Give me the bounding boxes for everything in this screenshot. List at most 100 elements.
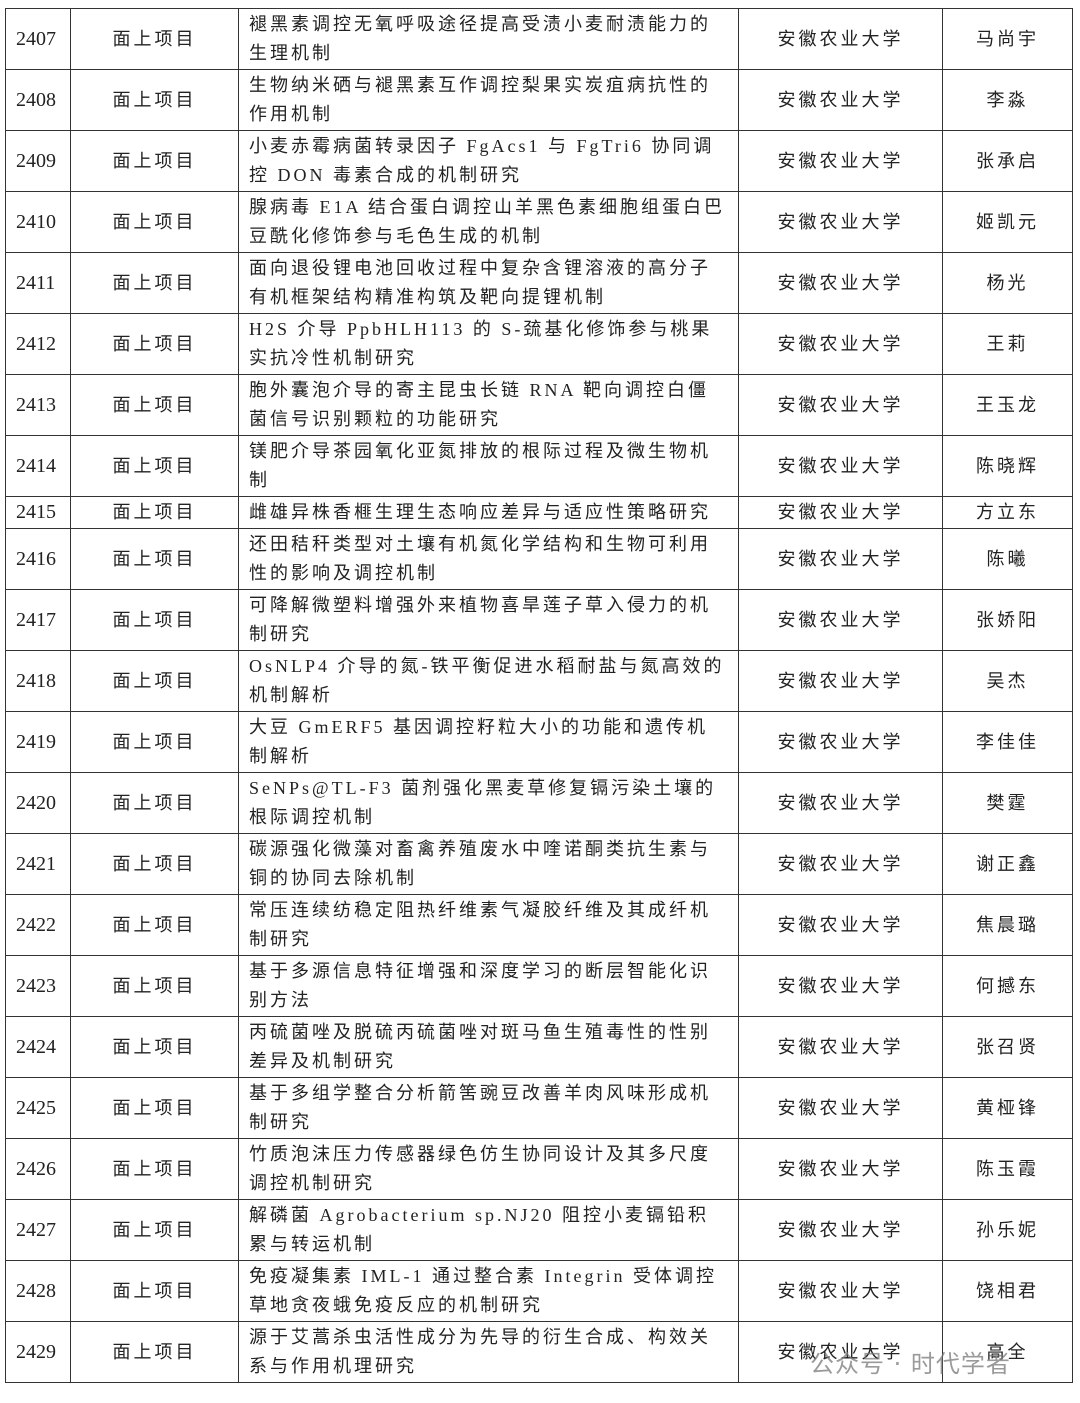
- university: 安徽农业大学: [738, 130, 943, 192]
- project-id: 2411: [5, 252, 71, 314]
- table-row: 2416 面上项目 还田秸秆类型对土壤有机氮化学结构和生物可利用性的影响及调控机制安…: [5, 528, 1073, 590]
- project-type: 面上项目: [70, 772, 239, 834]
- investigator: 李淼: [942, 69, 1073, 131]
- university: 安徽农业大学: [738, 772, 943, 834]
- project-title: 大豆 GmERF5 基因调控籽粒大小的功能和遗传机制解析: [238, 711, 739, 773]
- table-row: 2410 面上项目 腺病毒 E1A 结合蛋白调控山羊黑色素细胞组蛋白巴豆酰化修饰参与…: [5, 191, 1073, 253]
- project-id: 2410: [5, 191, 71, 253]
- project-type: 面上项目: [70, 313, 239, 375]
- investigator: 焦晨璐: [942, 894, 1073, 956]
- table-row: 2422 面上项目 常压连续纺稳定阻热纤维素气凝胶纤维及其成纤机制研究 安徽农业大学焦…: [5, 894, 1073, 956]
- project-title: 解磷菌 Agrobacterium sp.NJ20 阻控小麦镉铅积累与转运机制: [238, 1199, 739, 1261]
- project-title: OsNLP4 介导的氮-铁平衡促进水稻耐盐与氮高效的机制解析: [238, 650, 739, 712]
- project-type: 面上项目: [70, 528, 239, 590]
- project-type: 面上项目: [70, 894, 239, 956]
- project-id: 2417: [5, 589, 71, 651]
- table-row: 2411 面上项目 面向退役锂电池回收过程中复杂含锂溶液的高分子有机框架结构精准构筑…: [5, 252, 1073, 314]
- project-type: 面上项目: [70, 955, 239, 1017]
- project-title: 竹质泡沫压力传感器绿色仿生协同设计及其多尺度调控机制研究: [238, 1138, 739, 1200]
- table-row: 2414 面上项目 镁肥介导茶园氧化亚氮排放的根际过程及微生物机制 安徽农业大学 陈晓辉: [5, 435, 1073, 497]
- project-title: 碳源强化微藻对畜禽养殖废水中喹诺酮类抗生素与铜的协同去除机制: [238, 833, 739, 895]
- project-id: 2407: [5, 8, 71, 70]
- investigator: 姬凯元: [942, 191, 1073, 253]
- table-row: 2409 面上项目 小麦赤霉病菌转录因子 FgAcs1 与 FgTri6 协同调控 …: [5, 130, 1073, 192]
- table-row: 2424 面上项目 丙硫菌唑及脱硫丙硫菌唑对斑马鱼生殖毒性的性别差异及机制研究 安徽农…: [5, 1016, 1073, 1078]
- project-id: 2409: [5, 130, 71, 192]
- project-type: 面上项目: [70, 711, 239, 773]
- university: 安徽农业大学: [738, 8, 943, 70]
- table-row: 2429 面上项目 源于艾蒿杀虫活性成分为先导的衍生合成、构效关系与作用机理研究 安徽…: [5, 1321, 1073, 1383]
- university: 安徽农业大学: [738, 69, 943, 131]
- project-title: 褪黑素调控无氧呼吸途径提高受渍小麦耐渍能力的生理机制: [238, 8, 739, 70]
- investigator: 李佳佳: [942, 711, 1073, 773]
- investigator: 高全: [942, 1321, 1073, 1383]
- project-title: 小麦赤霉病菌转录因子 FgAcs1 与 FgTri6 协同调控 DON 毒素合成…: [238, 130, 739, 192]
- university: 安徽农业大学: [738, 650, 943, 712]
- project-type: 面上项目: [70, 191, 239, 253]
- table-row: 2408 面上项目 生物纳米硒与褪黑素互作调控梨果实炭疽病抗性的作用机制 安徽农业大学…: [5, 69, 1073, 131]
- university: 安徽农业大学: [738, 496, 943, 529]
- project-title: 可降解微塑料增强外来植物喜旱莲子草入侵力的机制研究: [238, 589, 739, 651]
- project-title: 腺病毒 E1A 结合蛋白调控山羊黑色素细胞组蛋白巴豆酰化修饰参与毛色生成的机制: [238, 191, 739, 253]
- project-id: 2425: [5, 1077, 71, 1139]
- project-type: 面上项目: [70, 589, 239, 651]
- table-row: 2428 面上项目 免疫凝集素 IML-1 通过整合素 Integrin 受体调控草…: [5, 1260, 1073, 1322]
- project-type: 面上项目: [70, 1138, 239, 1200]
- project-id: 2421: [5, 833, 71, 895]
- project-id: 2414: [5, 435, 71, 497]
- university: 安徽农业大学: [738, 833, 943, 895]
- investigator: 黄桠锋: [942, 1077, 1073, 1139]
- investigator: 饶相君: [942, 1260, 1073, 1322]
- investigator: 杨光: [942, 252, 1073, 314]
- university: 安徽农业大学: [738, 252, 943, 314]
- table-row: 2418 面上项目 OsNLP4 介导的氮-铁平衡促进水稻耐盐与氮高效的机制解析 安徽…: [5, 650, 1073, 712]
- project-id: 2423: [5, 955, 71, 1017]
- project-id: 2413: [5, 374, 71, 436]
- table-body: 2407 面上项目 褪黑素调控无氧呼吸途径提高受渍小麦耐渍能力的生理机制 安徽农业大学…: [5, 8, 1073, 1383]
- project-type: 面上项目: [70, 496, 239, 529]
- project-type: 面上项目: [70, 435, 239, 497]
- university: 安徽农业大学: [738, 894, 943, 956]
- project-id: 2428: [5, 1260, 71, 1322]
- university: 安徽农业大学: [738, 1138, 943, 1200]
- project-type: 面上项目: [70, 650, 239, 712]
- investigator: 吴杰: [942, 650, 1073, 712]
- investigator: 陈晓辉: [942, 435, 1073, 497]
- project-title: 镁肥介导茶园氧化亚氮排放的根际过程及微生物机制: [238, 435, 739, 497]
- project-title: 常压连续纺稳定阻热纤维素气凝胶纤维及其成纤机制研究: [238, 894, 739, 956]
- investigator: 马尚宇: [942, 8, 1073, 70]
- university: 安徽农业大学: [738, 711, 943, 773]
- investigator: 陈曦: [942, 528, 1073, 590]
- project-type: 面上项目: [70, 8, 239, 70]
- investigator: 谢正鑫: [942, 833, 1073, 895]
- project-type: 面上项目: [70, 69, 239, 131]
- investigator: 陈玉霞: [942, 1138, 1073, 1200]
- project-title: 雌雄异株香榧生理生态响应差异与适应性策略研究: [238, 496, 739, 529]
- project-title: 基于多组学整合分析箭筈豌豆改善羊肉风味形成机制研究: [238, 1077, 739, 1139]
- project-title: H2S 介导 PpbHLH113 的 S-巯基化修饰参与桃果实抗冷性机制研究: [238, 313, 739, 375]
- project-id: 2427: [5, 1199, 71, 1261]
- investigator: 孙乐妮: [942, 1199, 1073, 1261]
- project-title: SeNPs@TL-F3 菌剂强化黑麦草修复镉污染土壤的根际调控机制: [238, 772, 739, 834]
- university: 安徽农业大学: [738, 528, 943, 590]
- table-row: 2415 面上项目 雌雄异株香榧生理生态响应差异与适应性策略研究 安徽农业大学 方立东: [5, 496, 1073, 529]
- project-id: 2422: [5, 894, 71, 956]
- project-id: 2408: [5, 69, 71, 131]
- investigator: 王玉龙: [942, 374, 1073, 436]
- investigator: 张娇阳: [942, 589, 1073, 651]
- project-title: 基于多源信息特征增强和深度学习的断层智能化识别方法: [238, 955, 739, 1017]
- university: 安徽农业大学: [738, 589, 943, 651]
- project-id: 2412: [5, 313, 71, 375]
- project-type: 面上项目: [70, 1077, 239, 1139]
- project-id: 2426: [5, 1138, 71, 1200]
- project-title: 免疫凝集素 IML-1 通过整合素 Integrin 受体调控草地贪夜蛾免疫反应…: [238, 1260, 739, 1322]
- watermark: 公众号 · 时代学者: [810, 1350, 1011, 1378]
- project-type: 面上项目: [70, 130, 239, 192]
- project-title: 丙硫菌唑及脱硫丙硫菌唑对斑马鱼生殖毒性的性别差异及机制研究: [238, 1016, 739, 1078]
- university: 安徽农业大学: [738, 191, 943, 253]
- university: 安徽农业大学: [738, 955, 943, 1017]
- investigator: 王莉: [942, 313, 1073, 375]
- project-title: 面向退役锂电池回收过程中复杂含锂溶液的高分子有机框架结构精准构筑及靶向提锂机制: [238, 252, 739, 314]
- project-title: 源于艾蒿杀虫活性成分为先导的衍生合成、构效关系与作用机理研究: [238, 1321, 739, 1383]
